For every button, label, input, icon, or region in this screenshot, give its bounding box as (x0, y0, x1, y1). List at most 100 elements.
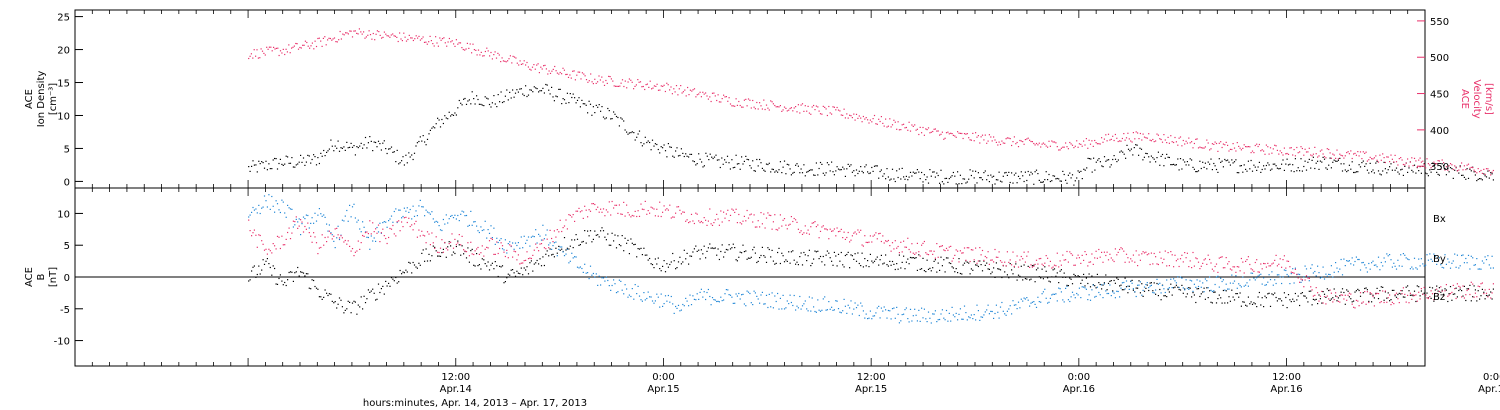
by-point (835, 300, 837, 302)
velocity-point (1463, 165, 1465, 167)
bz-point (891, 242, 894, 244)
bz-point (1112, 259, 1114, 261)
velocity-tick-label: 550 (1430, 17, 1449, 28)
bx-point (690, 255, 693, 257)
bx-point (868, 266, 870, 268)
bx-point (836, 265, 838, 267)
by-point (1228, 288, 1230, 290)
bz-point (817, 224, 819, 226)
bz-point (1142, 251, 1144, 253)
bz-point (693, 222, 695, 225)
bz-point (1452, 284, 1454, 286)
velocity-point (898, 129, 900, 131)
velocity-point (1029, 139, 1031, 141)
bz-point (1427, 297, 1429, 300)
density-point (321, 155, 323, 157)
bz-point (533, 249, 535, 251)
velocity-point (310, 45, 312, 47)
bx-point (539, 258, 541, 260)
velocity-point (1344, 155, 1346, 157)
by-point (1249, 279, 1251, 281)
bx-point (320, 296, 322, 298)
bx-point (1220, 297, 1222, 299)
bz-point (605, 209, 607, 211)
bz-point (341, 237, 343, 239)
density-point (1052, 175, 1054, 177)
density-point (1103, 156, 1106, 158)
density-point (1484, 175, 1486, 177)
velocity-point (638, 81, 640, 83)
bz-point (1426, 297, 1428, 299)
density-point (1038, 179, 1040, 181)
bx-point (842, 264, 844, 266)
density-point (708, 159, 710, 161)
density-point (1017, 175, 1020, 177)
bz-point (1359, 292, 1362, 294)
bz-point (709, 208, 711, 210)
bx-point (252, 266, 254, 268)
by-point (765, 294, 768, 296)
by-point (302, 216, 305, 218)
bx-point (1250, 301, 1252, 303)
velocity-point (509, 55, 511, 57)
bx-point (509, 274, 511, 276)
velocity-point (1401, 159, 1403, 161)
bz-point (452, 247, 455, 249)
bx-point (376, 298, 378, 300)
velocity-point (633, 88, 635, 90)
velocity-point (1357, 151, 1359, 153)
density-point (1448, 171, 1450, 173)
density-point (568, 102, 570, 104)
by-point (720, 296, 722, 298)
velocity-point (288, 44, 290, 46)
density-point (551, 86, 553, 88)
velocity-point (1256, 143, 1258, 145)
bz-point (543, 247, 545, 249)
velocity-point (1380, 159, 1382, 161)
bz-point (738, 213, 740, 216)
by-point (1142, 289, 1144, 291)
by-point (1177, 276, 1179, 278)
bz-point (885, 240, 887, 242)
bz-point (1473, 296, 1475, 298)
velocity-point (857, 117, 859, 119)
by-point (1422, 263, 1424, 265)
by-point (1227, 288, 1229, 290)
by-point (1120, 287, 1122, 289)
velocity-point (822, 105, 824, 107)
velocity-point (390, 34, 392, 36)
density-point (1246, 170, 1248, 172)
velocity-point (631, 81, 633, 83)
by-point (478, 231, 480, 234)
bx-point (412, 261, 414, 264)
bz-point (1461, 296, 1463, 298)
velocity-point (1325, 157, 1327, 159)
bz-point (292, 220, 294, 222)
bx-point (1304, 295, 1306, 297)
bz-point (1092, 263, 1094, 265)
density-point (1375, 162, 1377, 164)
bx-point (1314, 299, 1316, 301)
by-point (1145, 283, 1147, 286)
bx-point (628, 253, 630, 255)
bz-point (1462, 285, 1464, 287)
density-point (686, 155, 688, 157)
density-point (721, 157, 723, 159)
density-point (1086, 167, 1088, 169)
density-point (1228, 161, 1230, 163)
density-point (894, 180, 896, 183)
by-point (792, 304, 794, 307)
by-point (1204, 278, 1206, 280)
density-point (249, 170, 251, 172)
density-point (1437, 173, 1439, 175)
by-point (849, 307, 851, 309)
by-point (963, 305, 966, 307)
density-point (1109, 166, 1111, 168)
bz-point (373, 231, 375, 233)
by-point (392, 221, 394, 223)
bz-point (271, 252, 273, 254)
bx-point (828, 252, 830, 254)
bx-point (1001, 276, 1003, 279)
velocity-point (466, 42, 468, 44)
